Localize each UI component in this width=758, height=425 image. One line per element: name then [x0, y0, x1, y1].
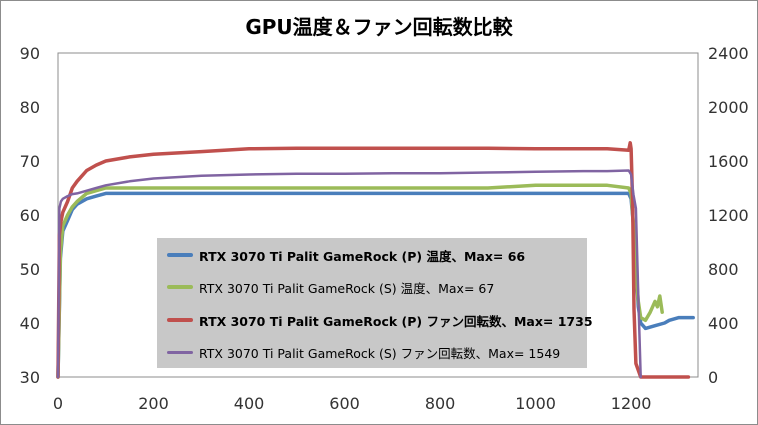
legend: RTX 3070 Ti Palit GameRock (P) 温度、Max= 6…: [157, 238, 593, 368]
x-tick-label-800: 800: [425, 394, 456, 413]
y-tick-label-40: 40: [20, 314, 40, 333]
series-line-2: [56, 141, 691, 379]
legend-label-s-temp: RTX 3070 Ti Palit GameRock (S) 温度、Max= 6…: [199, 280, 495, 296]
x-tick-label-200: 200: [138, 394, 169, 413]
legend-swatch-p-fan: [167, 318, 193, 322]
x-tick-label-600: 600: [329, 394, 360, 413]
y2-tick-label-400: 400: [708, 314, 739, 333]
y-tick-label-80: 80: [20, 98, 40, 117]
legend-label-p-temp: RTX 3070 Ti Palit GameRock (P) 温度、Max= 6…: [199, 248, 526, 264]
x-tick-label-400: 400: [234, 394, 265, 413]
y-tick-label-60: 60: [20, 206, 40, 225]
y2-tick-label-800: 800: [708, 260, 739, 279]
y2-tick-label-2000: 2000: [708, 98, 749, 117]
axis-ticks: 30 40 50 60 70 80 90 0 400 800 1200 1600 2000 2400 0 20…: [20, 44, 749, 413]
legend-item-s-temp: RTX 3070 Ti Palit GameRock (S) 温度、Max= 6…: [157, 277, 494, 297]
series-line-1: [56, 183, 664, 379]
legend-swatch-s-fan: [167, 350, 193, 354]
y2-tick-label-1200: 1200: [708, 206, 749, 225]
y2-tick-label-0: 0: [708, 368, 718, 387]
legend-swatch-s-temp: [167, 285, 193, 289]
legend-item-s-fan: RTX 3070 Ti Palit GameRock (S) ファン回転数、Ma…: [157, 342, 560, 362]
x-tick-label-1200: 1200: [611, 394, 652, 413]
y-tick-label-50: 50: [20, 260, 40, 279]
legend-label-p-fan: RTX 3070 Ti Palit GameRock (P) ファン回転数、Ma…: [199, 313, 593, 329]
chart-title: GPU温度＆ファン回転数比較: [245, 15, 513, 39]
legend-swatch-p-temp: [167, 253, 193, 257]
legend-item-p-fan: RTX 3070 Ti Palit GameRock (P) ファン回転数、Ma…: [157, 310, 593, 330]
series-lines: [56, 141, 695, 379]
legend-item-p-temp: RTX 3070 Ti Palit GameRock (P) 温度、Max= 6…: [157, 245, 525, 265]
x-tick-label-0: 0: [53, 394, 63, 413]
series-line-0: [56, 191, 695, 379]
y2-tick-label-1600: 1600: [708, 152, 749, 171]
y-tick-label-30: 30: [20, 368, 40, 387]
legend-label-s-fan: RTX 3070 Ti Palit GameRock (S) ファン回転数、Ma…: [199, 345, 561, 361]
y-tick-label-90: 90: [20, 44, 40, 63]
series-line-3: [56, 169, 642, 379]
y-tick-label-70: 70: [20, 152, 40, 171]
x-tick-label-1000: 1000: [515, 394, 556, 413]
y2-tick-label-2400: 2400: [708, 44, 749, 63]
